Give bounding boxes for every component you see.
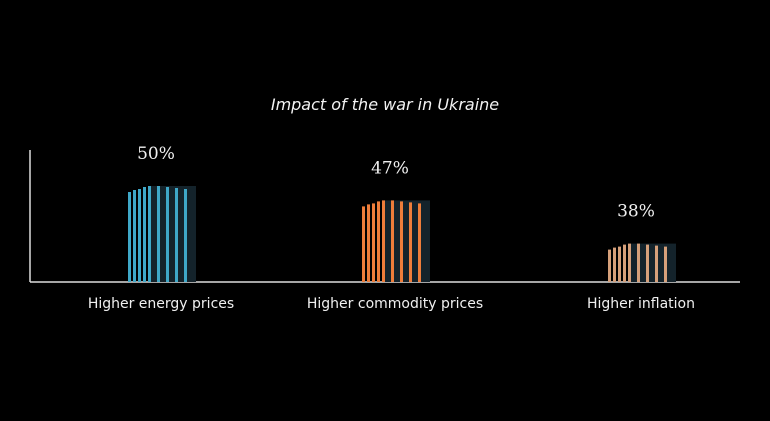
bar-stripe (608, 249, 611, 282)
bar-stripe (367, 204, 370, 282)
bar-stripe (409, 202, 412, 282)
bar-stripe (391, 200, 394, 282)
chart-title: Impact of the war in Ukraine (270, 95, 500, 114)
bar-stripe (623, 244, 626, 282)
bar-stripe (400, 201, 403, 282)
bar-stripe (143, 187, 146, 282)
x-tick-label: Higher commodity prices (307, 296, 483, 312)
bar-stripe (618, 246, 621, 282)
bar-stripe (138, 189, 141, 282)
bar-stripe (148, 186, 151, 282)
bar-stripe (655, 245, 658, 282)
bar-stripe (628, 243, 631, 282)
bar (608, 243, 676, 282)
x-tick-label: Higher energy prices (88, 296, 234, 312)
bar-shadow (148, 186, 196, 282)
bar-stripe (362, 206, 365, 282)
bar-shadow (382, 200, 430, 282)
bar-stripe (157, 186, 160, 282)
bar-stripe (382, 200, 385, 282)
bar-stripe (128, 192, 131, 282)
x-tick-label: Higher inflation (587, 296, 695, 312)
bar (362, 200, 430, 282)
bar-stripe (637, 243, 640, 282)
bar-stripe (646, 244, 649, 282)
bar-stripe (372, 203, 375, 282)
bar-stripe (184, 189, 187, 282)
bar-stripe (613, 247, 616, 282)
data-label: 50% (137, 144, 175, 164)
bar-stripe (664, 246, 667, 282)
bar-stripe (377, 201, 380, 282)
bar-shadow (628, 243, 676, 282)
bar-stripe (166, 187, 169, 282)
bar (128, 186, 196, 282)
data-label: 38% (617, 202, 655, 222)
bar-stripe (133, 190, 136, 282)
data-label: 47% (371, 158, 409, 178)
bar-stripe (175, 188, 178, 282)
bar-stripe (418, 203, 421, 282)
